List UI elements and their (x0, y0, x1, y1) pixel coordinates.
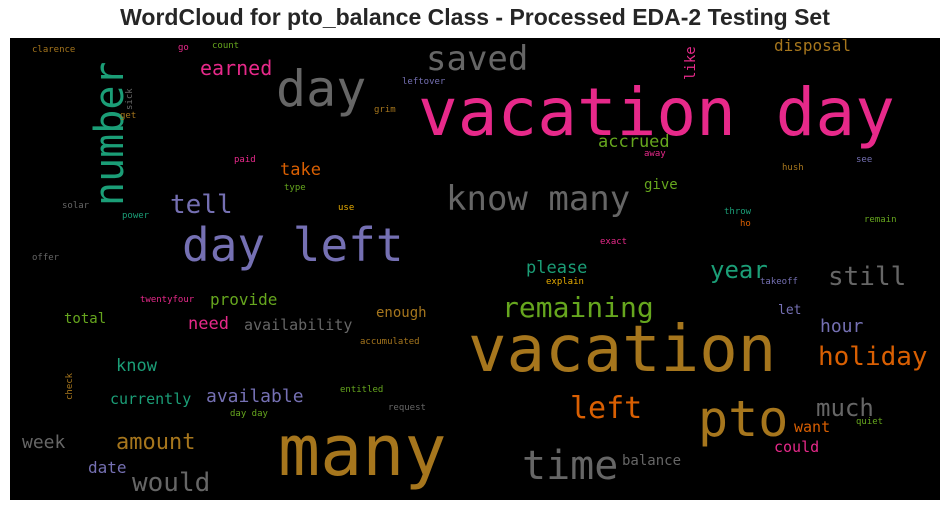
word-know: know (116, 356, 157, 376)
word-day: day (276, 60, 367, 118)
word-available: available (206, 386, 304, 407)
word-enough: enough (376, 305, 427, 321)
wordcloud-canvas: vacation day vacation many day left day … (10, 38, 940, 500)
word-hour: hour (820, 316, 864, 337)
word-amount: amount (116, 430, 196, 455)
word-pto: pto (698, 390, 789, 448)
chart-title: WordCloud for pto_balance Class - Proces… (120, 4, 830, 30)
word-earned: earned (200, 56, 273, 80)
word-week: week (22, 432, 66, 453)
word-still: still (828, 262, 907, 292)
word-time: time (522, 443, 619, 489)
word-currently: currently (110, 390, 192, 408)
word-date: date (88, 458, 127, 477)
word-tell: tell (170, 190, 233, 220)
word-request: request (388, 403, 426, 413)
word-accrued: accrued (598, 132, 670, 152)
word-disposal: disposal (774, 38, 852, 55)
word-twentyfour: twentyfour (140, 295, 195, 305)
word-check: check (65, 372, 75, 400)
word-remaining: remaining (502, 291, 654, 324)
word-availability: availability (244, 316, 353, 334)
word-day-left: day left (182, 218, 404, 272)
word-type: type (284, 183, 306, 193)
word-know-many: know many (446, 179, 631, 219)
word-would: would (132, 468, 211, 498)
word-entitled: entitled (340, 385, 384, 395)
word-saved: saved (426, 39, 529, 79)
word-please: please (526, 258, 588, 278)
word-accumulated: accumulated (360, 337, 420, 347)
word-much: much (816, 394, 874, 422)
word-grim: grim (374, 105, 396, 115)
word-number: number (87, 61, 133, 207)
word-many: many (278, 410, 447, 492)
word-clarence: clarence (32, 45, 76, 55)
word-year: year (710, 256, 768, 284)
word-paid: paid (234, 155, 256, 165)
word-takeoff: takeoff (760, 277, 798, 287)
word-holiday: holiday (818, 342, 928, 372)
word-explain: explain (546, 277, 584, 287)
word-exact: exact (600, 237, 628, 247)
word-want: want (794, 418, 831, 436)
word-sick: sick (125, 88, 135, 110)
word-solar: solar (62, 201, 90, 211)
word-hush: hush (782, 163, 804, 173)
word-could: could (774, 438, 820, 456)
word-ho: ho (740, 219, 751, 229)
word-see: see (856, 155, 873, 165)
word-let: let (778, 303, 802, 318)
word-remain: remain (864, 215, 897, 225)
word-day-day: day day (230, 409, 268, 419)
word-away: away (644, 149, 666, 159)
word-power: power (122, 211, 150, 221)
word-throw: throw (724, 207, 752, 217)
word-go: go (178, 43, 189, 53)
word-leftover: leftover (402, 77, 446, 87)
word-get: get (120, 111, 137, 121)
word-need: need (188, 314, 229, 334)
word-give: give (644, 177, 678, 193)
word-vacation-day: vacation day (418, 74, 895, 151)
word-count: count (212, 41, 240, 51)
word-left: left (570, 391, 643, 426)
word-quiet: quiet (856, 417, 884, 427)
word-total: total (64, 311, 107, 327)
word-use: use (338, 203, 355, 213)
word-provide: provide (210, 290, 278, 309)
word-vacation: vacation (468, 313, 777, 387)
word-like: like (683, 46, 699, 80)
word-offer: offer (32, 253, 60, 263)
word-take: take (280, 160, 321, 180)
word-balance: balance (622, 453, 682, 469)
